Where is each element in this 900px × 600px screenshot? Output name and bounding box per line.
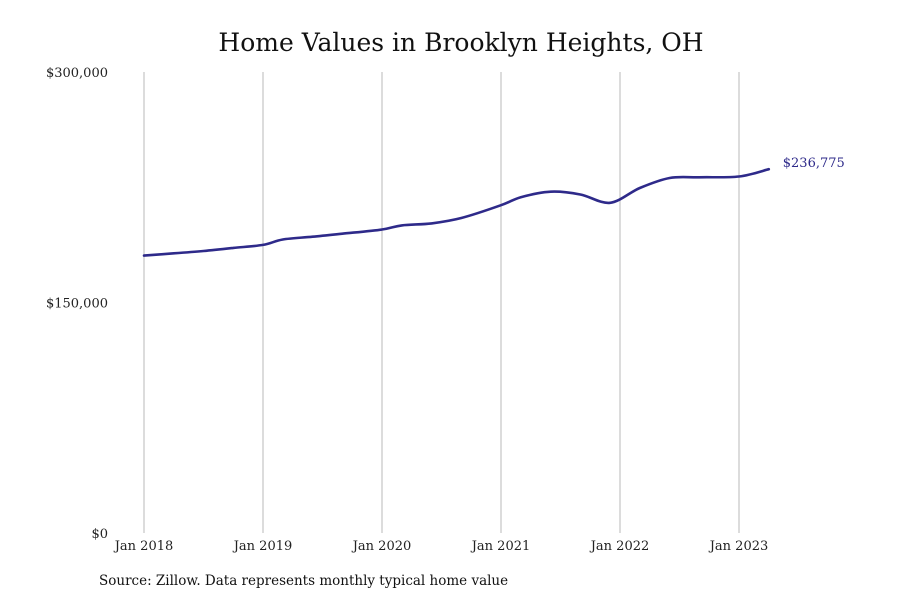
source-note: Source: Zillow. Data represents monthly … [99, 573, 508, 589]
y-axis: $0 $150,000 $300,000 [46, 66, 108, 542]
x-tick-label: Jan 2020 [351, 539, 412, 554]
y-tick-label: $0 [91, 527, 108, 542]
end-value-label: $236,775 [783, 156, 845, 171]
x-tick-label: Jan 2019 [232, 539, 293, 554]
x-tick-label: Jan 2023 [708, 539, 769, 554]
series-line [142, 167, 771, 257]
x-axis-grid: Jan 2018 Jan 2019 Jan 2020 Jan 2021 Jan 2022… [113, 72, 769, 554]
x-tick-label: Jan 2018 [113, 539, 174, 554]
y-tick-label: $150,000 [46, 297, 108, 312]
x-tick-label: Jan 2021 [470, 539, 531, 554]
x-tick-label: Jan 2022 [589, 539, 650, 554]
y-tick-label: $300,000 [46, 66, 108, 81]
chart-title: Home Values in Brooklyn Heights, OH [218, 28, 703, 57]
